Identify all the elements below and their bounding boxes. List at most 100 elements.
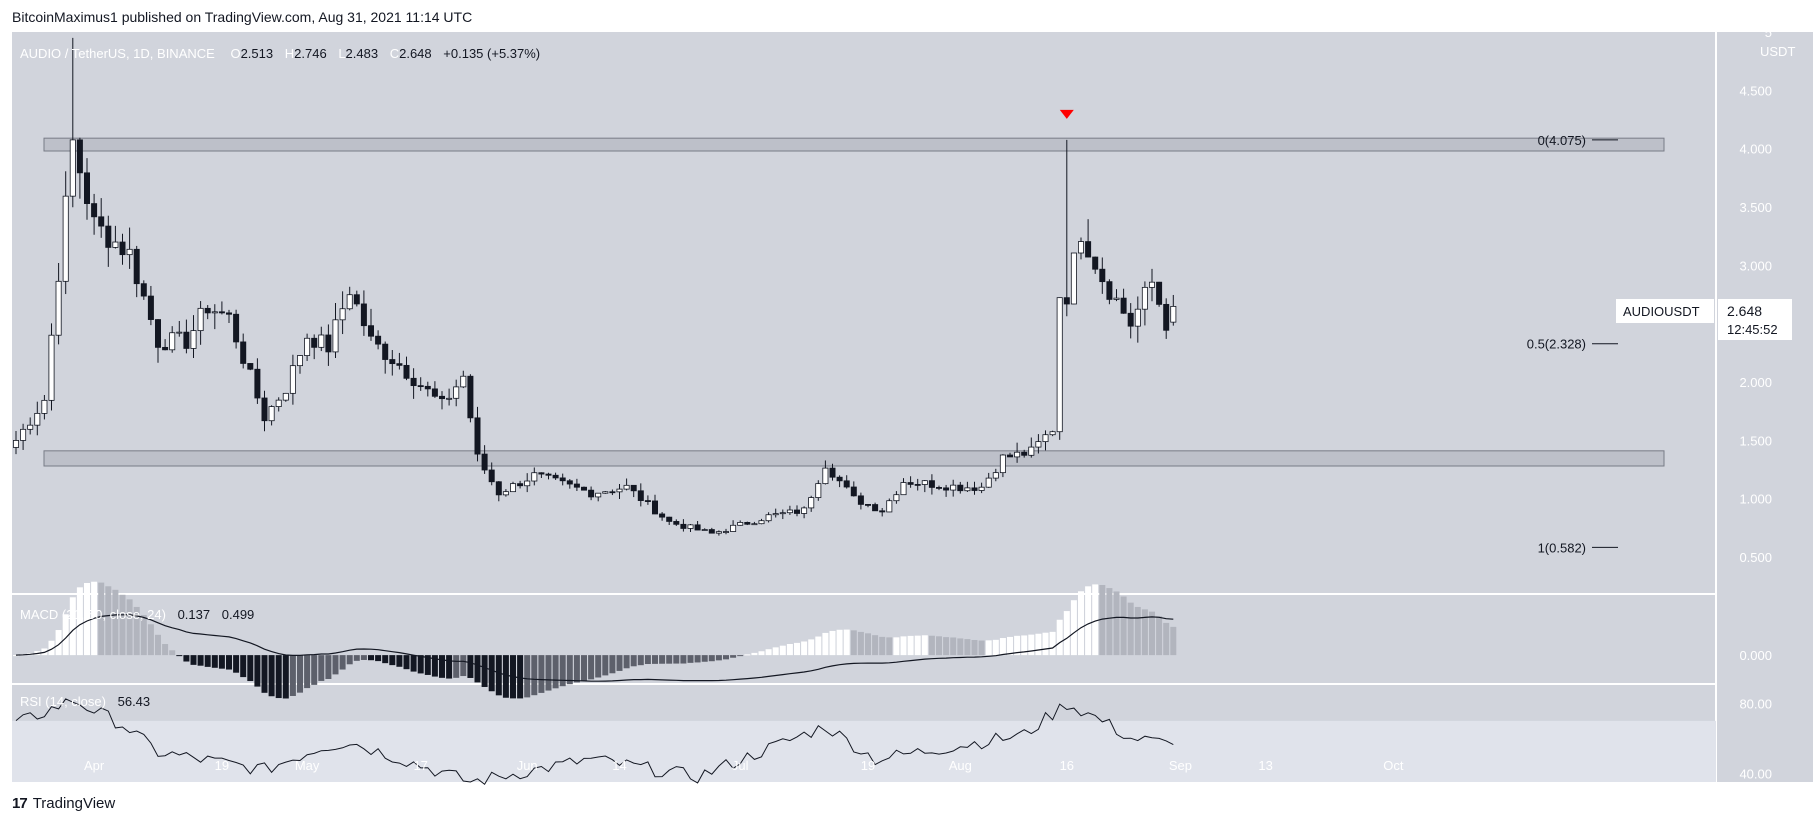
candle[interactable]	[1163, 298, 1170, 339]
horizontal-zone-0[interactable]	[43, 137, 1665, 152]
candle[interactable]	[715, 530, 722, 536]
candle[interactable]	[1085, 219, 1092, 258]
candle[interactable]	[609, 489, 616, 496]
horizontal-zone-1[interactable]	[43, 450, 1665, 467]
candle[interactable]	[417, 377, 424, 391]
candle[interactable]	[474, 406, 481, 462]
candle[interactable]	[1156, 281, 1163, 307]
tradingview-brand[interactable]: 17 TradingView	[12, 795, 115, 812]
candle[interactable]	[517, 480, 524, 489]
candle[interactable]	[943, 484, 950, 497]
candle[interactable]	[1063, 139, 1070, 317]
candle[interactable]	[950, 479, 957, 497]
candle[interactable]	[573, 478, 580, 491]
candle[interactable]	[375, 330, 382, 350]
candle[interactable]	[218, 301, 225, 315]
candle[interactable]	[254, 358, 261, 404]
candle[interactable]	[1035, 434, 1042, 454]
candle[interactable]	[531, 467, 538, 486]
candle[interactable]	[1120, 288, 1127, 314]
candle[interactable]	[1106, 279, 1113, 305]
candle[interactable]	[559, 473, 566, 486]
candle[interactable]	[1014, 442, 1021, 463]
candle[interactable]	[353, 290, 360, 307]
candle[interactable]	[1099, 257, 1106, 294]
candle[interactable]	[971, 481, 978, 495]
candle[interactable]	[779, 509, 786, 520]
candle[interactable]	[41, 394, 48, 420]
candle[interactable]	[723, 528, 730, 535]
candle[interactable]	[27, 417, 34, 435]
candle[interactable]	[225, 309, 232, 324]
candle[interactable]	[914, 478, 921, 491]
candle[interactable]	[893, 491, 900, 504]
candle[interactable]	[275, 397, 282, 412]
candle[interactable]	[318, 326, 325, 352]
candle[interactable]	[630, 484, 637, 498]
candle[interactable]	[1134, 296, 1141, 343]
candle[interactable]	[495, 481, 502, 502]
candle[interactable]	[112, 225, 119, 249]
candle[interactable]	[424, 381, 431, 397]
candle[interactable]	[687, 524, 694, 533]
candle[interactable]	[602, 491, 609, 494]
candle[interactable]	[154, 319, 161, 363]
candle[interactable]	[1078, 237, 1085, 260]
candle[interactable]	[836, 475, 843, 488]
candle[interactable]	[964, 481, 971, 492]
candle[interactable]	[758, 518, 765, 525]
candle[interactable]	[928, 474, 935, 495]
candle[interactable]	[772, 508, 779, 518]
candle[interactable]	[730, 520, 737, 532]
candle[interactable]	[396, 352, 403, 370]
candle[interactable]	[879, 507, 886, 517]
candle[interactable]	[552, 472, 559, 480]
candle[interactable]	[765, 512, 772, 523]
candle[interactable]	[992, 468, 999, 482]
candle[interactable]	[652, 494, 659, 515]
candle[interactable]	[815, 480, 822, 501]
candle[interactable]	[360, 290, 367, 336]
candle[interactable]	[367, 308, 374, 341]
candle[interactable]	[453, 379, 460, 407]
candle[interactable]	[1028, 437, 1035, 458]
candle[interactable]	[488, 462, 495, 486]
candle[interactable]	[62, 171, 69, 295]
candle[interactable]	[268, 405, 275, 426]
candle[interactable]	[1049, 430, 1056, 437]
candle[interactable]	[822, 460, 829, 485]
candle[interactable]	[133, 245, 140, 298]
candle[interactable]	[872, 502, 879, 512]
candle[interactable]	[566, 479, 573, 489]
candle[interactable]	[616, 484, 623, 499]
candle[interactable]	[737, 520, 744, 526]
candle[interactable]	[850, 481, 857, 497]
candle[interactable]	[843, 475, 850, 489]
candle[interactable]	[304, 333, 311, 361]
candle[interactable]	[76, 137, 83, 199]
candle[interactable]	[261, 390, 268, 432]
candle[interactable]	[446, 388, 453, 406]
candle[interactable]	[91, 193, 98, 235]
candle[interactable]	[659, 512, 666, 521]
candle[interactable]	[382, 341, 389, 374]
candle[interactable]	[190, 315, 197, 359]
candle[interactable]	[921, 479, 928, 493]
candle[interactable]	[105, 215, 112, 267]
candle[interactable]	[829, 463, 836, 481]
candle[interactable]	[481, 445, 488, 474]
candle[interactable]	[886, 498, 893, 513]
candle[interactable]	[1170, 294, 1177, 326]
candle[interactable]	[403, 356, 410, 381]
candle[interactable]	[176, 320, 183, 337]
candle[interactable]	[289, 354, 296, 405]
candle[interactable]	[346, 286, 353, 311]
candle[interactable]	[588, 486, 595, 501]
candle[interactable]	[957, 481, 964, 494]
candle[interactable]	[325, 324, 332, 366]
candle[interactable]	[233, 309, 240, 349]
price-axis-background[interactable]	[1717, 32, 1813, 782]
candle[interactable]	[1127, 303, 1134, 339]
candle[interactable]	[126, 227, 133, 269]
candle[interactable]	[410, 368, 417, 399]
